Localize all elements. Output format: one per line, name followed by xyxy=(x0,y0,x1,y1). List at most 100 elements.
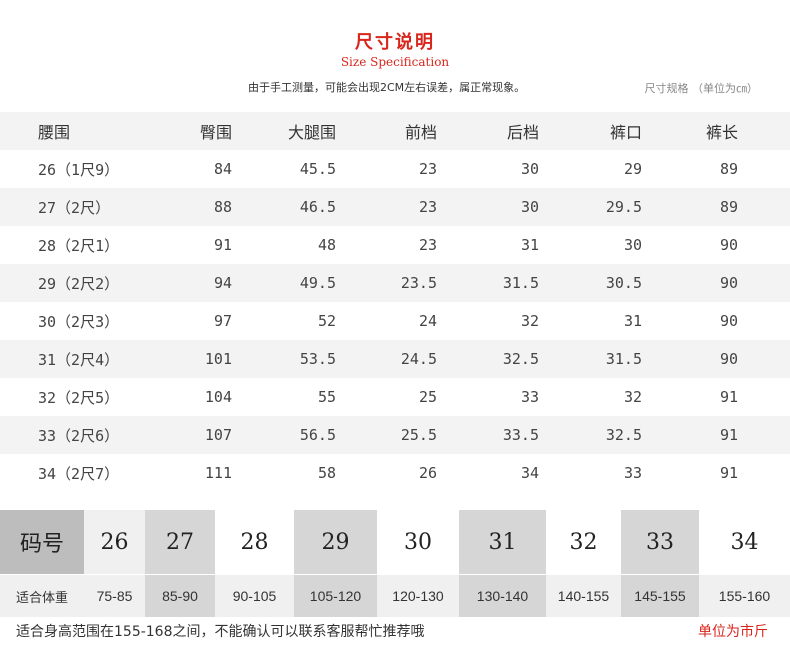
table-cell: 25 xyxy=(418,388,437,406)
page-title: 尺寸说明 xyxy=(355,32,435,53)
table-row: 33（2尺6） 107 56.5 25.5 33.5 32.5 91 xyxy=(0,416,790,454)
weight-range-cell: 130-140 xyxy=(459,575,546,617)
table-cell: 31.5 xyxy=(502,274,539,292)
table-cell: 24 xyxy=(418,312,437,330)
table-cell: 23 xyxy=(418,160,437,178)
table-cell: 24.5 xyxy=(400,350,437,368)
table-row: 27（2尺） 88 46.5 23 30 29.5 89 xyxy=(0,188,790,226)
table-cell: 30 xyxy=(520,160,539,178)
header-cell: 裤口 xyxy=(609,123,642,142)
table-cell: 31 xyxy=(623,312,642,330)
size-code-cell: 33 xyxy=(621,510,699,574)
code-row: 码号 26 27 28 29 30 31 32 33 34 xyxy=(0,510,790,574)
header-cell: 臀围 xyxy=(199,123,232,142)
header-cell: 后档 xyxy=(506,123,539,142)
table-cell: 32 xyxy=(520,312,539,330)
weight-range-cell: 155-160 xyxy=(699,575,790,617)
table-cell: 48 xyxy=(317,236,336,254)
table-cell: 29 xyxy=(623,160,642,178)
table-header-row: 腰围 臀围 大腿围 前档 后档 裤口 裤长 xyxy=(0,112,790,150)
table-cell: 46.5 xyxy=(299,198,336,216)
table-cell: 89 xyxy=(719,198,738,216)
table-cell: 91 xyxy=(719,426,738,444)
unit-spec-label: 尺寸规格 （单位为㎝） xyxy=(644,82,759,95)
table-cell: 89 xyxy=(719,160,738,178)
table-row: 29（2尺2） 94 49.5 23.5 31.5 30.5 90 xyxy=(0,264,790,302)
table-cell: 104 xyxy=(204,388,232,406)
size-code-cell: 30 xyxy=(377,510,459,574)
table-cell: 101 xyxy=(204,350,232,368)
weight-range-cell: 90-105 xyxy=(215,575,294,617)
weight-range-cell: 140-155 xyxy=(546,575,621,617)
size-table: 腰围 臀围 大腿围 前档 后档 裤口 裤长 26（1尺9） 84 45.5 23 30 29 89 27（2… xyxy=(0,112,790,492)
table-cell: 31（2尺4） xyxy=(38,350,120,369)
table-cell: 90 xyxy=(719,312,738,330)
table-cell: 30（2尺3） xyxy=(38,312,120,331)
weight-table: 码号 26 27 28 29 30 31 32 33 34 适合体重 75-85 85-90 90-10… xyxy=(0,510,790,617)
size-code-cell: 32 xyxy=(546,510,621,574)
size-code-cell: 28 xyxy=(215,510,294,574)
table-cell: 31.5 xyxy=(605,350,642,368)
weight-label: 适合体重 xyxy=(0,575,84,617)
table-cell: 23 xyxy=(418,198,437,216)
table-cell: 97 xyxy=(213,312,232,330)
size-code-cell: 26 xyxy=(84,510,145,574)
table-cell: 107 xyxy=(204,426,232,444)
table-cell: 31 xyxy=(520,236,539,254)
table-cell: 30 xyxy=(623,236,642,254)
header-cell: 裤长 xyxy=(705,123,738,142)
table-cell: 53.5 xyxy=(299,350,336,368)
table-cell: 28（2尺1） xyxy=(38,236,120,255)
height-note: 适合身高范围在155-168之间，不能确认可以联系客服帮忙推荐哦 xyxy=(16,624,425,640)
header-cell: 腰围 xyxy=(38,123,71,142)
table-cell: 84 xyxy=(213,160,232,178)
table-row: 31（2尺4） 101 53.5 24.5 32.5 31.5 90 xyxy=(0,340,790,378)
table-cell: 26（1尺9） xyxy=(38,160,120,179)
table-row: 28（2尺1） 91 48 23 31 30 90 xyxy=(0,226,790,264)
header-cell: 前档 xyxy=(404,123,437,142)
table-cell: 32.5 xyxy=(502,350,539,368)
size-code-cell: 34 xyxy=(699,510,790,574)
table-row: 30（2尺3） 97 52 24 32 31 90 xyxy=(0,302,790,340)
table-cell: 25.5 xyxy=(400,426,437,444)
table-row: 26（1尺9） 84 45.5 23 30 29 89 xyxy=(0,150,790,188)
table-cell: 23.5 xyxy=(400,274,437,292)
weight-range-cell: 120-130 xyxy=(377,575,459,617)
table-cell: 32 xyxy=(623,388,642,406)
table-cell: 30.5 xyxy=(605,274,642,292)
size-code-cell: 29 xyxy=(294,510,377,574)
table-cell: 29（2尺2） xyxy=(38,274,120,293)
measurement-note: 由于手工测量，可能会出现2CM左右误差，属正常现象。 xyxy=(248,81,526,94)
table-cell: 91 xyxy=(213,236,232,254)
table-cell: 33.5 xyxy=(502,426,539,444)
weight-row: 适合体重 75-85 85-90 90-105 105-120 120-130 130-14… xyxy=(0,574,790,617)
table-cell: 90 xyxy=(719,274,738,292)
size-code-cell: 31 xyxy=(459,510,546,574)
code-label: 码号 xyxy=(0,510,84,574)
header-cell: 大腿围 xyxy=(287,123,336,142)
unit-note: 单位为市斤 xyxy=(698,624,768,640)
table-cell: 26 xyxy=(418,464,437,482)
table-cell: 33（2尺6） xyxy=(38,426,120,445)
table-cell: 91 xyxy=(719,464,738,482)
table-cell: 111 xyxy=(204,464,232,482)
weight-range-cell: 105-120 xyxy=(294,575,377,617)
table-row: 32（2尺5） 104 55 25 33 32 91 xyxy=(0,378,790,416)
table-cell: 34（2尺7） xyxy=(38,464,120,483)
table-cell: 33 xyxy=(623,464,642,482)
table-cell: 90 xyxy=(719,236,738,254)
table-cell: 52 xyxy=(317,312,336,330)
table-row: 34（2尺7） 111 58 26 34 33 91 xyxy=(0,454,790,492)
table-cell: 58 xyxy=(317,464,336,482)
table-cell: 32（2尺5） xyxy=(38,388,120,407)
size-code-cell: 27 xyxy=(145,510,215,574)
page-subtitle: Size Specification xyxy=(340,55,450,69)
weight-range-cell: 85-90 xyxy=(145,575,215,617)
table-cell: 49.5 xyxy=(299,274,336,292)
table-cell: 91 xyxy=(719,388,738,406)
weight-range-cell: 75-85 xyxy=(84,575,145,617)
table-cell: 34 xyxy=(520,464,539,482)
table-cell: 45.5 xyxy=(299,160,336,178)
table-cell: 23 xyxy=(418,236,437,254)
weight-range-cell: 145-155 xyxy=(621,575,699,617)
